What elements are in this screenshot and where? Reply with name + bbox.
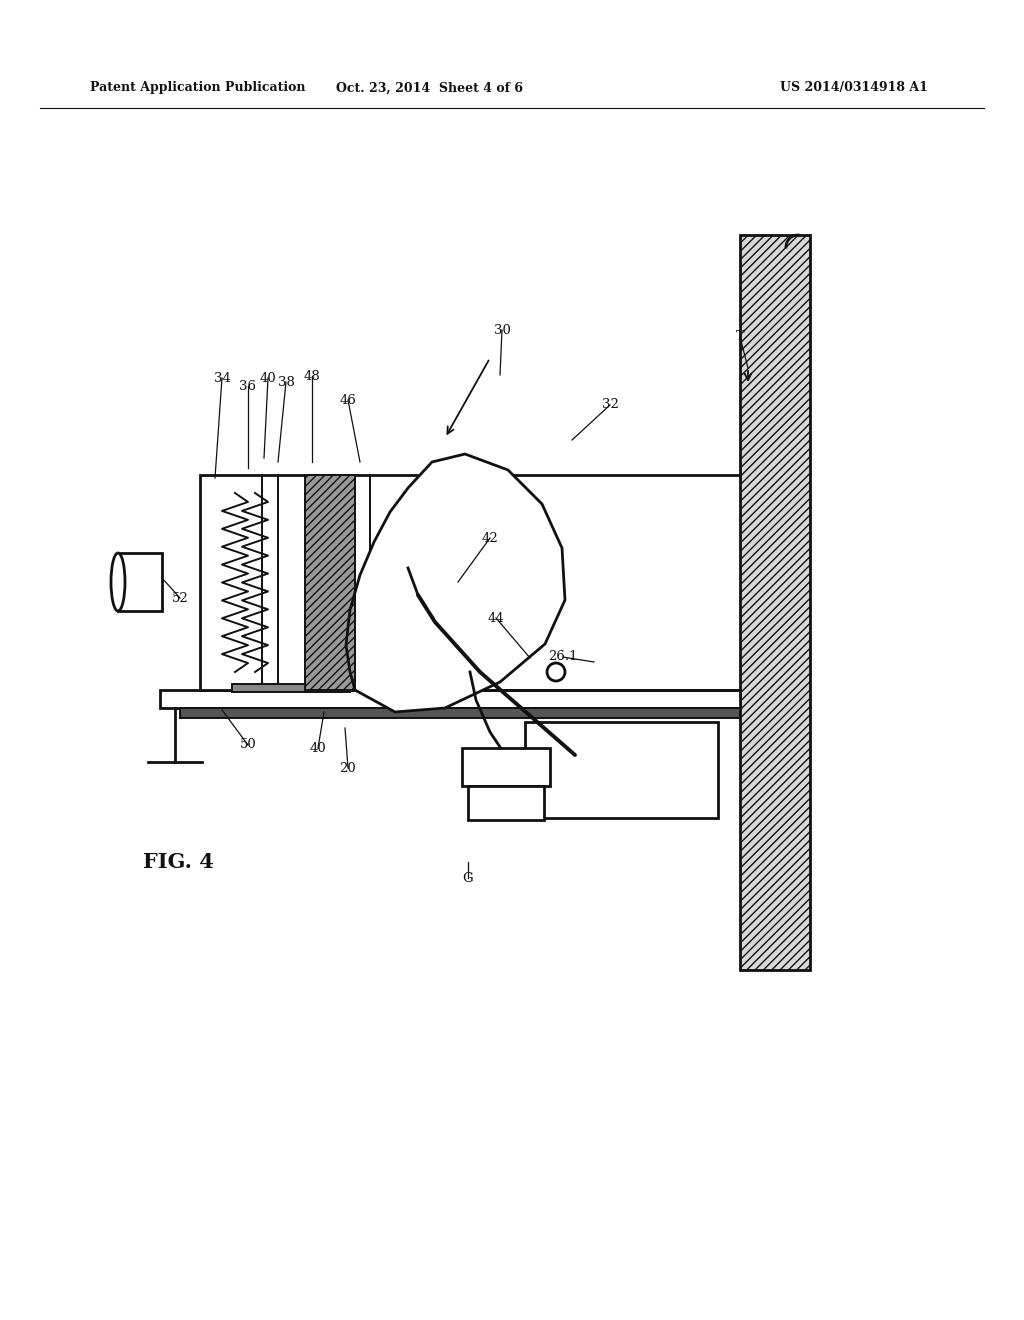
Text: 20: 20 [340, 762, 356, 775]
Bar [468, 785, 544, 820]
Text: 48: 48 [304, 370, 321, 383]
Polygon shape [346, 454, 565, 711]
Text: 46: 46 [340, 393, 356, 407]
Polygon shape [740, 235, 810, 970]
Text: Patent Application Publication: Patent Application Publication [90, 82, 305, 95]
Text: Oct. 23, 2014  Sheet 4 of 6: Oct. 23, 2014 Sheet 4 of 6 [337, 82, 523, 95]
Text: 52: 52 [172, 591, 188, 605]
Circle shape [547, 663, 565, 681]
Text: 30: 30 [494, 323, 510, 337]
Text: 32: 32 [601, 399, 618, 412]
Text: 42: 42 [481, 532, 499, 544]
Text: 40: 40 [309, 742, 327, 755]
Text: 50: 50 [240, 738, 256, 751]
Bar [160, 690, 740, 708]
Text: 40: 40 [260, 371, 276, 384]
Text: 36: 36 [240, 380, 256, 392]
Text: T: T [735, 330, 744, 343]
Text: G: G [463, 871, 473, 884]
Text: US 2014/0314918 A1: US 2014/0314918 A1 [780, 82, 928, 95]
Text: FIG. 4: FIG. 4 [142, 851, 213, 873]
Text: 34: 34 [214, 371, 230, 384]
Bar [180, 708, 740, 718]
Bar [200, 475, 440, 690]
Bar [462, 748, 550, 785]
Text: 26.1: 26.1 [548, 651, 578, 664]
Bar [525, 722, 718, 818]
Bar [232, 684, 350, 692]
Bar [305, 475, 355, 690]
Text: 44: 44 [487, 611, 505, 624]
Bar [118, 553, 162, 611]
Text: 38: 38 [278, 375, 295, 388]
Ellipse shape [111, 553, 125, 611]
